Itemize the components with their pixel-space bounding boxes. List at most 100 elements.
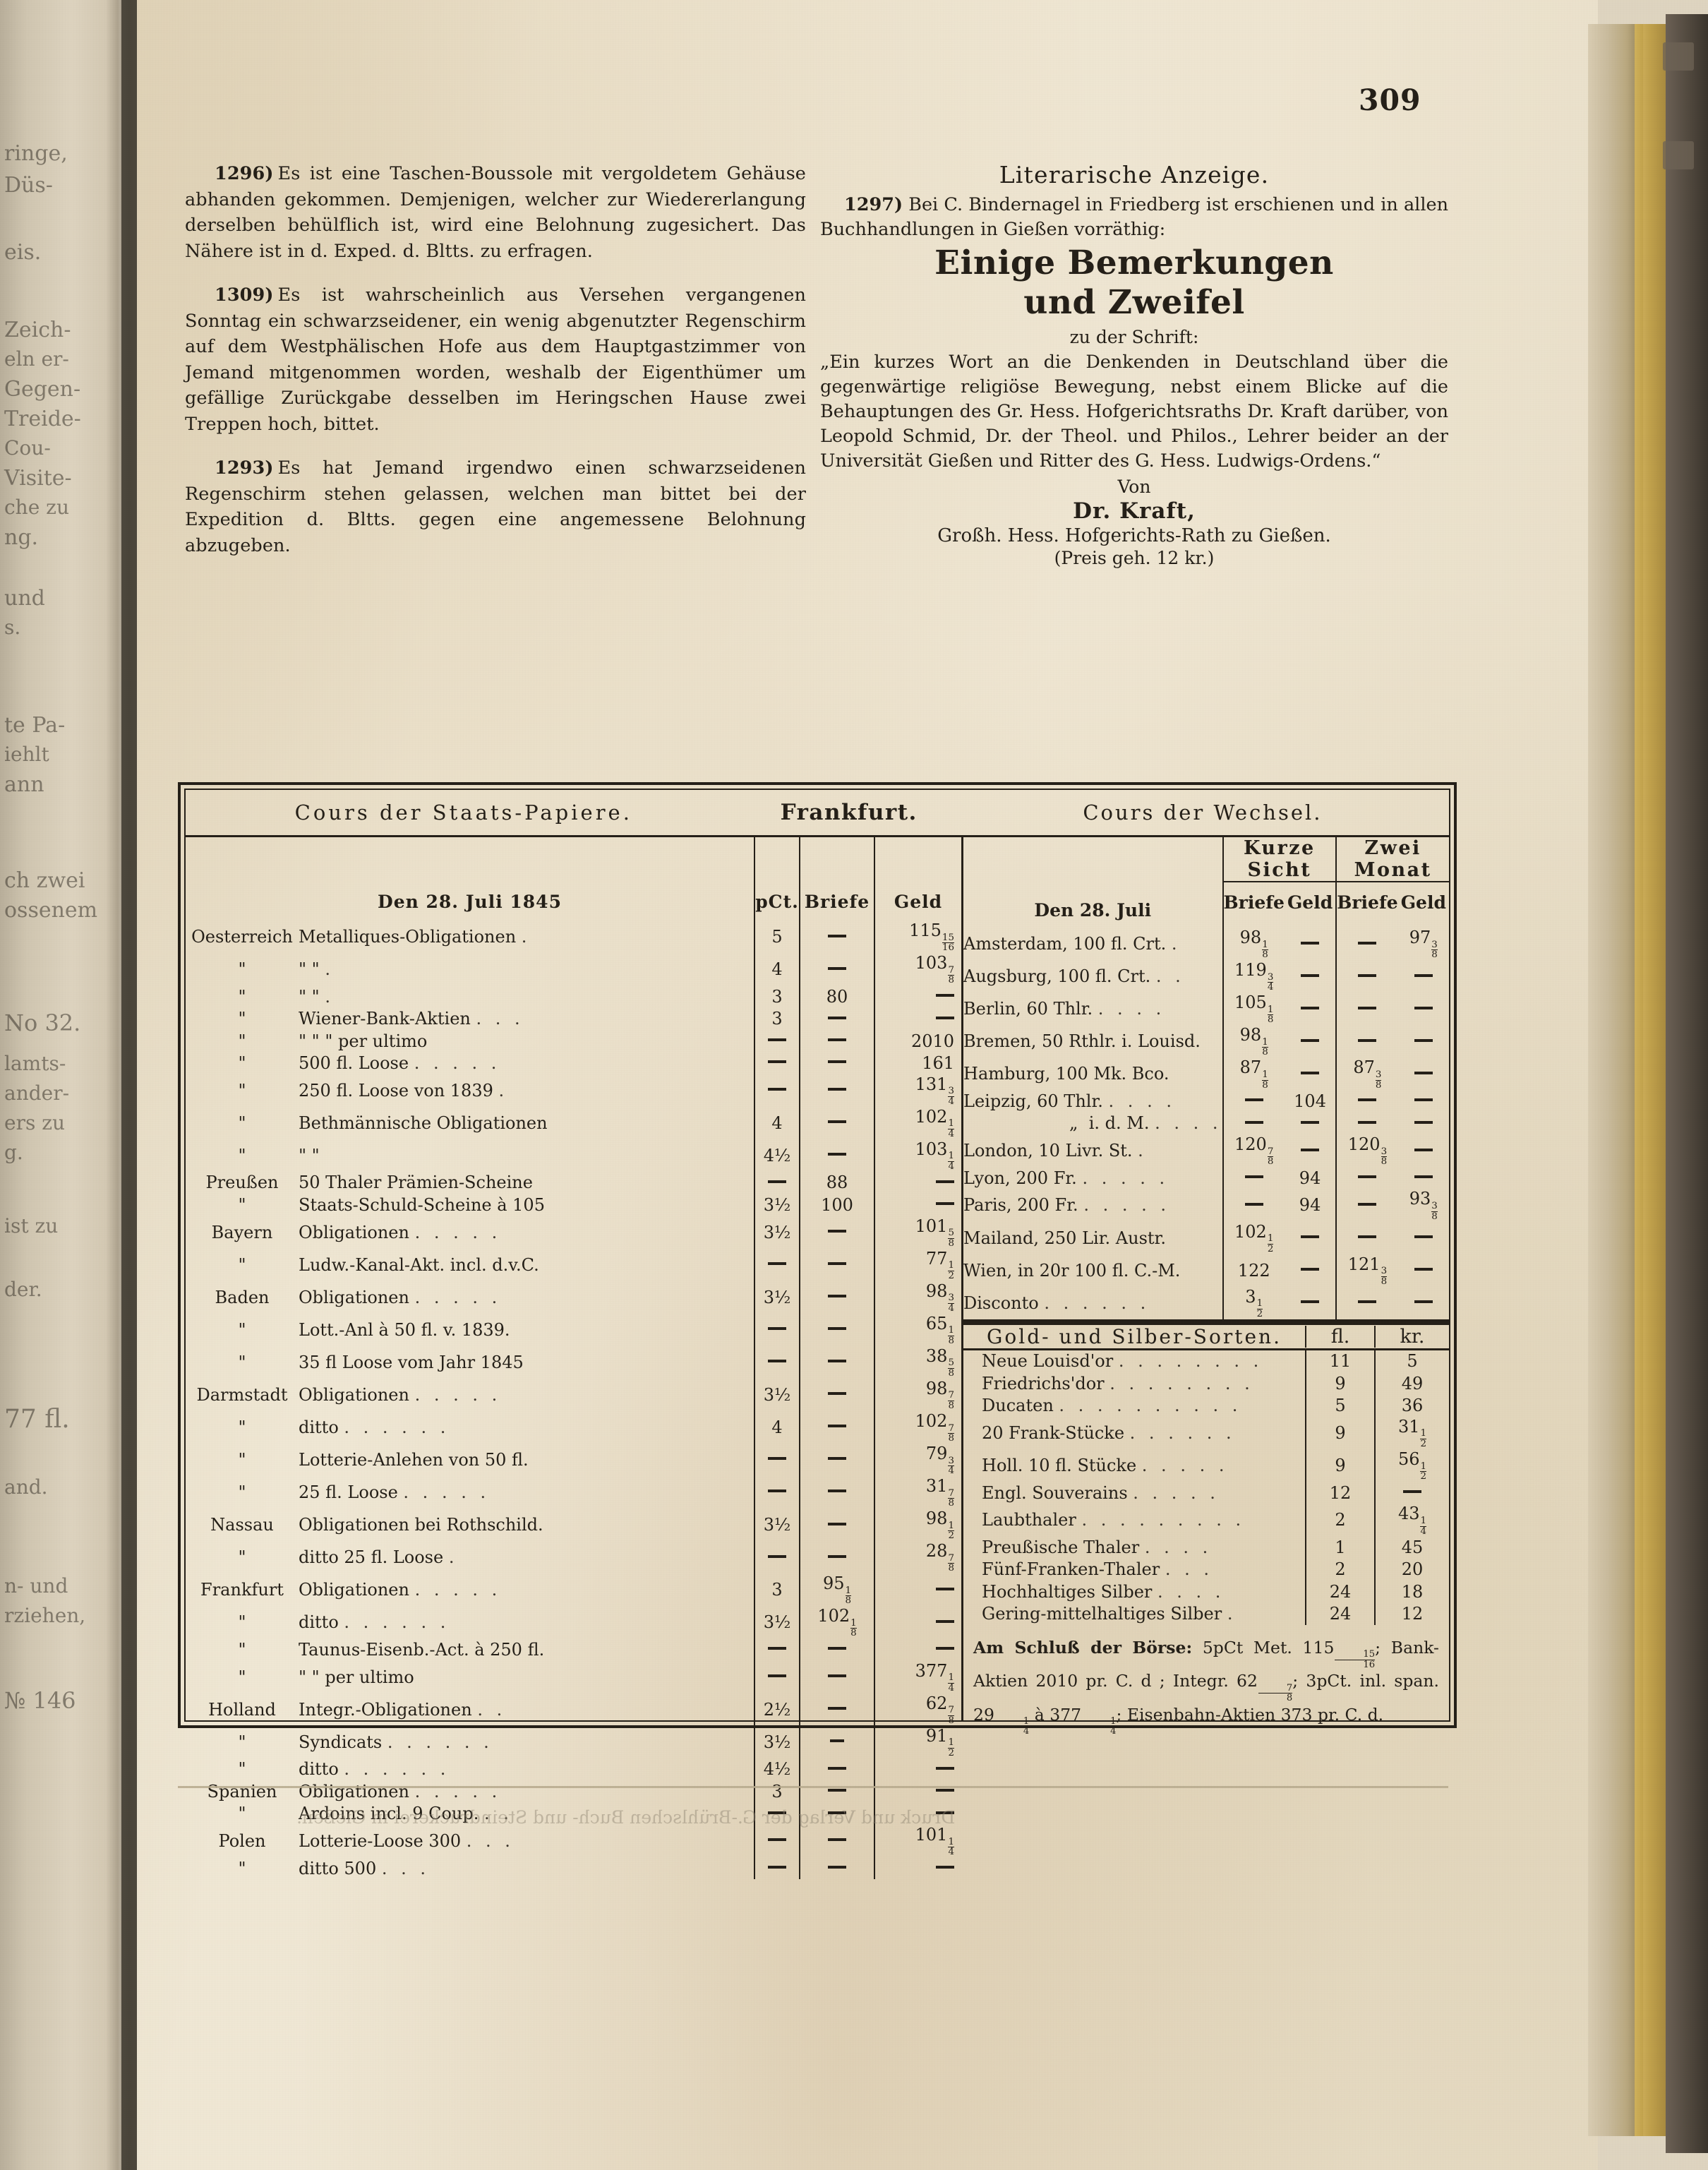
table-row: " ditto . . . . . . 4½ [186,1758,962,1781]
cell-geld [874,1573,962,1607]
cell-zm-geld [1398,960,1449,993]
table-row: " " " per ultimo 377 1 4 [186,1660,962,1694]
cell-geld: 161 [874,1052,962,1074]
cell-country: " [238,1732,246,1752]
cell-ks-briefe: 122 [1222,1254,1285,1287]
cell-pct [754,1313,800,1346]
cell-briefe [799,1475,875,1509]
notice-number: 1293) [215,457,274,479]
cell-pct: 2½ [754,1693,800,1726]
cell-place: Bremen, 50 Rthlr. i. Louisd. [963,1031,1201,1052]
table-row: London, 10 Livr. St. . 120 7 8 120 3 8 [963,1134,1449,1168]
staatspapiere-date-header: Den 28. Juli 1845 [378,892,562,912]
right-text-column: Literarische Anzeige. 1297) Bei C. Binde… [820,161,1448,568]
book-gutter [0,0,119,2170]
cell-item: 35 fl Loose vom Jahr 1845 [299,1352,524,1372]
staatspapiere-section: Den 28. Juli 1845 pCt. Briefe Geld Oes [186,837,964,1880]
cell-pct [754,1074,800,1107]
cell-briefe [799,1052,875,1074]
cell-pct: 3½ [754,1216,800,1249]
cell-briefe: 100 [799,1194,875,1216]
table-row: Hochhaltiges Silber . . . . 24 18 [963,1581,1449,1603]
cell-briefe [799,1139,875,1172]
table-row: Engl. Souverains . . . . . 12 [963,1481,1449,1504]
cell-geld: 77 1 2 [874,1248,962,1281]
cell-item: ditto . . . . . . [299,1612,450,1633]
cell-briefe [799,1857,875,1880]
wechsel-date-header: Den 28. Juli [1034,900,1152,921]
cell-zm-briefe [1335,928,1398,961]
col-header-briefe: Briefe [799,837,875,921]
table-row: " " " " per ultimo 2010 [186,1029,962,1053]
col-header-geld: Geld [874,837,962,921]
cell-item: " " [299,1145,320,1165]
cell-coin-name: Gering-mittelhaltiges Silber . [982,1604,1237,1624]
cell-geld [874,1194,962,1216]
cell-place: Disconto . . . . . . [963,1293,1150,1313]
table-row: Ducaten . . . . . . . . . . 5 36 [963,1394,1449,1417]
table-row: Preußen 50 Thaler Prämien-Scheine 88 [186,1171,962,1194]
cell-country: Darmstadt [196,1384,288,1405]
cell-place: Paris, 200 Fr. . . . . . [963,1195,1170,1216]
cell-item: Ludw.-Kanal-Akt. incl. d.v.C. [299,1254,539,1275]
cell-zm-geld: 93 3 8 [1409,1189,1438,1222]
cell-zm-geld [1398,993,1449,1025]
cell-zm-geld [1398,1090,1449,1112]
section-title-literarische-anzeige: Literarische Anzeige. [999,161,1270,188]
col-header-fl: fl. [1305,1325,1374,1348]
table-header-row: Cours der Staats-Papiere. Frankfurt. Cou… [186,790,1449,837]
cell-briefe [799,1758,875,1781]
table-row: " ditto 25 fl. Loose . 28 7 8 [186,1541,962,1574]
cell-pct: 4 [754,953,800,986]
cell-geld: 102 7 8 [874,1410,962,1444]
table-row: " Lotterie-Anlehen von 50 fl. 79 3 4 [186,1443,962,1476]
cell-item: Metalliques-Obligationen . [299,927,531,947]
notice-1293: 1293) Es hat Jemand irgendwo einen schwar… [185,455,806,558]
subcol-ks-briefe: Briefe [1222,882,1285,928]
left-text-column: 1296) Es ist eine Taschen-Boussole mit ve… [185,161,806,577]
cell-zm-geld [1398,1025,1449,1057]
cell-briefe [799,1725,875,1758]
cell-pct: 3½ [754,1281,800,1314]
cell-ks-geld [1285,1254,1336,1287]
cell-geld [874,1638,962,1661]
cell-zm-briefe [1335,1090,1398,1113]
col-header-pct: pCt. [754,837,800,921]
cell-geld: 31 7 8 [874,1475,962,1509]
cell-item: Staats-Schuld-Scheine à 105 [299,1194,545,1215]
cell-kr: 5 [1374,1350,1449,1373]
cell-briefe [799,1802,875,1825]
subcol-zm-geld: Geld [1400,892,1446,913]
page-edge [1588,24,1643,2136]
cell-pct [754,1443,800,1476]
table-row: Friedrichs'dor . . . . . . . . 9 49 [963,1372,1449,1395]
cell-item: Taunus-Eisenb.-Act. à 250 fl. [299,1639,545,1660]
table-row: Holland Integr.-Obligationen . . 2½ 62 7 8 [186,1693,962,1726]
cell-item: Obligationen . . . . . [299,1781,502,1802]
cell-briefe [799,1281,875,1314]
cell-zm-geld [1398,1057,1449,1090]
cell-zm-briefe [1335,1167,1398,1189]
table-row: " Syndicats . . . . . . 3½ 91 1 2 [186,1725,962,1758]
cell-briefe: 95 1 8 [799,1573,875,1607]
closing-note: Am Schluß der Börse: 5pCt Met. 115 15 16; … [963,1625,1449,1737]
cell-item: Obligationen . . . . . [299,1222,502,1242]
cell-pct [754,1857,800,1880]
cell-pct: 3½ [754,1606,800,1639]
cell-briefe: 88 [799,1171,875,1194]
cell-item: " " " per ultimo [299,1031,428,1051]
cell-briefe [799,1345,875,1379]
cell-pct: 5 [754,921,800,954]
header-staatspapiere: Cours der Staats-Papiere. [294,801,632,825]
cell-country: " [238,1113,246,1133]
cell-pct [754,1029,800,1053]
zu-der-schrift-label: zu der Schrift: [1069,327,1199,347]
cell-ks-briefe: 98 1 8 [1222,1025,1285,1058]
cell-briefe [799,1443,875,1476]
cell-country: " [238,1145,246,1165]
cell-place: London, 10 Livr. St. . [963,1141,1148,1161]
table-row: " Lott.-Anl à 50 fl. v. 1839. 65 1 8 [186,1313,962,1346]
cell-geld: 98 1 2 [874,1509,962,1542]
cell-kr: 20 [1374,1558,1449,1581]
